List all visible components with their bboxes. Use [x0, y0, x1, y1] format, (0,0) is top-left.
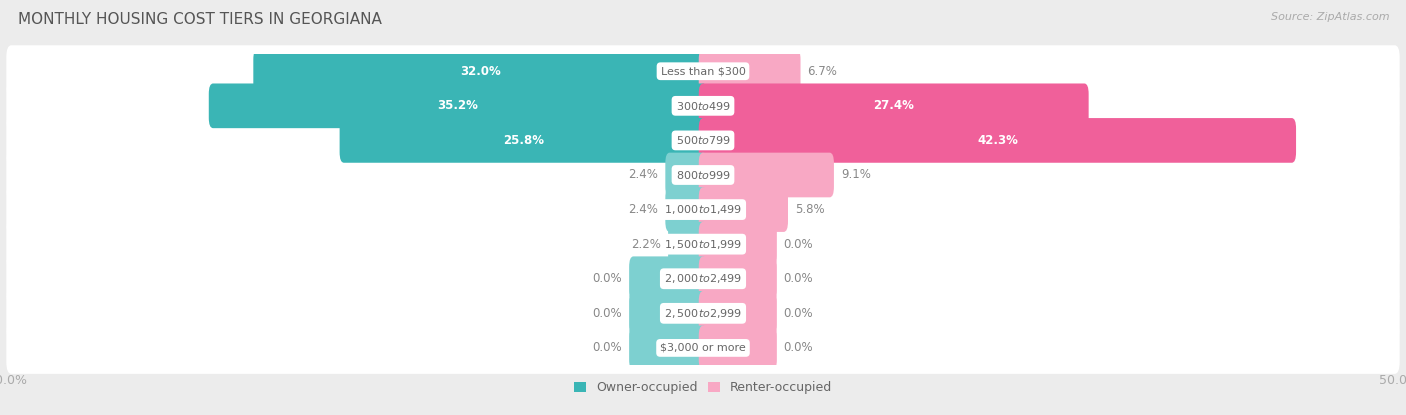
FancyBboxPatch shape: [699, 49, 800, 94]
Text: 42.3%: 42.3%: [977, 134, 1018, 147]
FancyBboxPatch shape: [699, 256, 778, 301]
Text: 0.0%: 0.0%: [783, 238, 813, 251]
Text: $500 to $799: $500 to $799: [675, 134, 731, 146]
FancyBboxPatch shape: [699, 222, 778, 266]
FancyBboxPatch shape: [7, 253, 1399, 305]
Text: 25.8%: 25.8%: [503, 134, 544, 147]
FancyBboxPatch shape: [340, 118, 707, 163]
FancyBboxPatch shape: [628, 291, 707, 336]
Text: 0.0%: 0.0%: [783, 342, 813, 354]
Text: 5.8%: 5.8%: [794, 203, 824, 216]
FancyBboxPatch shape: [668, 222, 707, 266]
Text: 0.0%: 0.0%: [783, 272, 813, 285]
Text: $1,500 to $1,999: $1,500 to $1,999: [664, 238, 742, 251]
Text: $300 to $499: $300 to $499: [675, 100, 731, 112]
Text: 2.2%: 2.2%: [631, 238, 661, 251]
FancyBboxPatch shape: [699, 291, 778, 336]
Text: $1,000 to $1,499: $1,000 to $1,499: [664, 203, 742, 216]
FancyBboxPatch shape: [7, 322, 1399, 374]
Text: Less than $300: Less than $300: [661, 66, 745, 76]
Text: 9.1%: 9.1%: [841, 168, 870, 181]
FancyBboxPatch shape: [7, 287, 1399, 339]
Text: 6.7%: 6.7%: [807, 65, 837, 78]
FancyBboxPatch shape: [699, 83, 1088, 128]
FancyBboxPatch shape: [628, 325, 707, 370]
FancyBboxPatch shape: [7, 115, 1399, 166]
Text: 2.4%: 2.4%: [628, 168, 658, 181]
FancyBboxPatch shape: [208, 83, 707, 128]
FancyBboxPatch shape: [7, 218, 1399, 270]
FancyBboxPatch shape: [253, 49, 707, 94]
Text: 32.0%: 32.0%: [460, 65, 501, 78]
FancyBboxPatch shape: [7, 45, 1399, 97]
Legend: Owner-occupied, Renter-occupied: Owner-occupied, Renter-occupied: [568, 376, 838, 399]
Text: $3,000 or more: $3,000 or more: [661, 343, 745, 353]
FancyBboxPatch shape: [665, 187, 707, 232]
FancyBboxPatch shape: [628, 256, 707, 301]
Text: $2,000 to $2,499: $2,000 to $2,499: [664, 272, 742, 285]
Text: Source: ZipAtlas.com: Source: ZipAtlas.com: [1271, 12, 1389, 22]
FancyBboxPatch shape: [7, 149, 1399, 201]
Text: 0.0%: 0.0%: [593, 272, 623, 285]
Text: 0.0%: 0.0%: [783, 307, 813, 320]
FancyBboxPatch shape: [665, 153, 707, 198]
FancyBboxPatch shape: [7, 183, 1399, 235]
Text: 35.2%: 35.2%: [437, 99, 478, 112]
Text: $800 to $999: $800 to $999: [675, 169, 731, 181]
Text: 0.0%: 0.0%: [593, 307, 623, 320]
FancyBboxPatch shape: [7, 80, 1399, 132]
Text: 2.4%: 2.4%: [628, 203, 658, 216]
FancyBboxPatch shape: [699, 187, 787, 232]
FancyBboxPatch shape: [699, 325, 778, 370]
FancyBboxPatch shape: [699, 153, 834, 198]
FancyBboxPatch shape: [699, 118, 1296, 163]
Text: $2,500 to $2,999: $2,500 to $2,999: [664, 307, 742, 320]
Text: 0.0%: 0.0%: [593, 342, 623, 354]
Text: 27.4%: 27.4%: [873, 99, 914, 112]
Text: MONTHLY HOUSING COST TIERS IN GEORGIANA: MONTHLY HOUSING COST TIERS IN GEORGIANA: [18, 12, 382, 27]
